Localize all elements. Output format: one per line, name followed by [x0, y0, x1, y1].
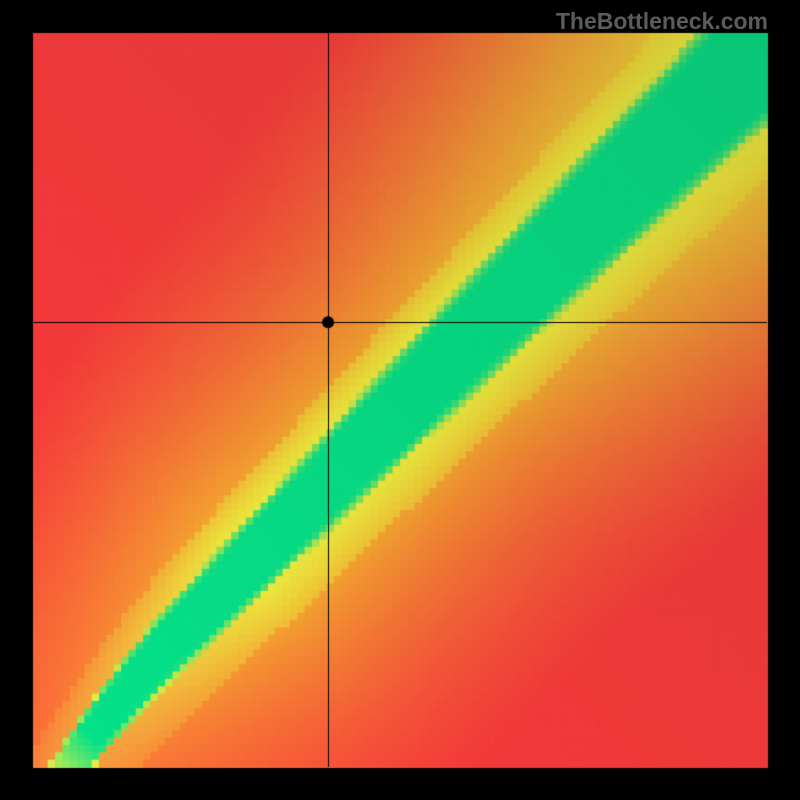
bottleneck-heatmap: [0, 0, 800, 800]
watermark-text: TheBottleneck.com: [556, 8, 768, 35]
